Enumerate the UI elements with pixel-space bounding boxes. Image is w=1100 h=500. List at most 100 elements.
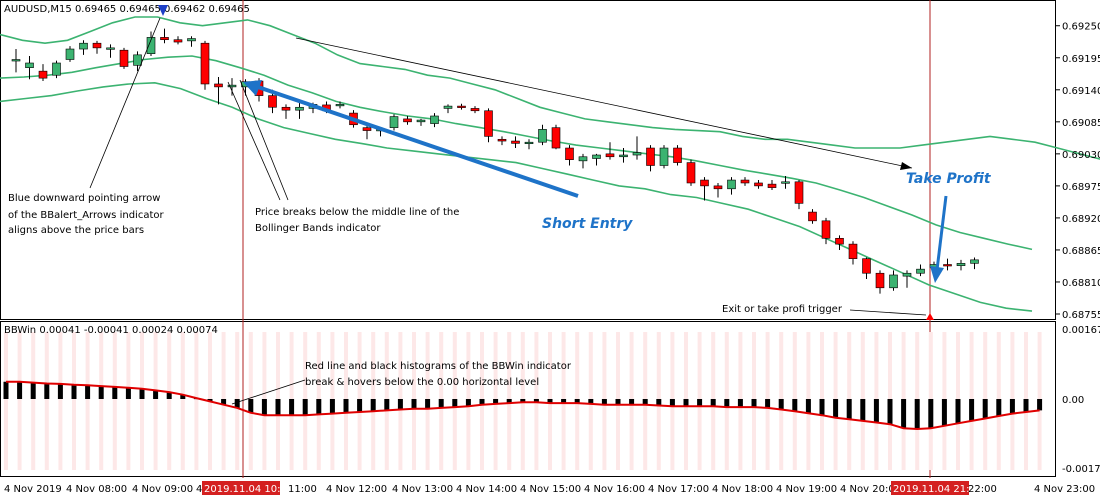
exit-note: Exit or take profi trigger <box>722 304 843 315</box>
candle-body <box>578 156 588 162</box>
candle <box>902 270 912 288</box>
candle-body <box>187 38 196 42</box>
bbwin-envelope-bar <box>194 332 199 470</box>
bbwin-bar <box>289 399 295 416</box>
bbwin-envelope-bar <box>126 332 131 470</box>
candle-body <box>25 62 34 68</box>
x-tick-label: 4 Nov 16:00 <box>584 484 645 495</box>
x-tick-label: 11:00 <box>288 484 317 495</box>
candle <box>619 148 628 163</box>
bollinger-bands <box>0 16 1100 312</box>
candle <box>25 56 34 80</box>
bbwin-bar <box>425 399 431 409</box>
candle-body <box>848 243 858 259</box>
candle <box>160 28 169 44</box>
candle-body <box>619 154 628 158</box>
candle <box>646 145 655 172</box>
candle <box>875 270 885 294</box>
bbwin-bar <box>615 399 621 405</box>
candle <box>794 180 804 210</box>
bbwin-leader-line <box>231 379 306 405</box>
bbwin-bar <box>1009 399 1015 414</box>
candle-body <box>605 153 615 158</box>
candle-body <box>808 211 817 222</box>
bbwin-bar <box>316 399 322 415</box>
bbwin-envelope-bar <box>112 332 117 470</box>
blue-arrow-note-2: of the BBalert_Arrows indicator <box>8 210 164 221</box>
price-y-tick-label: 0.68865 <box>1062 246 1100 257</box>
candle-body <box>173 39 183 43</box>
candle-body <box>659 147 669 166</box>
candle <box>362 124 372 140</box>
candle-body <box>160 37 169 41</box>
candle-body <box>862 258 871 274</box>
bbwin-bar <box>275 399 281 416</box>
bbwin-envelope-bar <box>58 332 63 470</box>
price-y-tick-label: 0.68920 <box>1062 214 1100 225</box>
x-tick-label: 4 Nov 09:00 <box>132 484 193 495</box>
bbwin-bar <box>465 399 471 407</box>
bbwin-bar <box>737 399 743 408</box>
bbwin-envelope-bar <box>85 332 90 470</box>
candle <box>713 182 723 198</box>
candle-body <box>281 106 291 111</box>
candle-body <box>565 147 574 160</box>
candle <box>484 108 493 143</box>
candle-body <box>470 108 480 112</box>
candle <box>403 116 412 125</box>
candle <box>848 241 858 265</box>
price-pane <box>0 0 1056 320</box>
candle-body <box>430 115 439 124</box>
bbwin-bar <box>833 399 839 418</box>
take-profit-pointer-icon <box>900 162 912 170</box>
bbwin-bar <box>873 399 879 423</box>
candle-body <box>700 179 709 187</box>
bbwin-bar <box>901 399 907 429</box>
x-tick-label: 4 Nov 18:00 <box>712 484 773 495</box>
candles <box>11 28 979 294</box>
candle <box>389 114 399 131</box>
bbwin-bar <box>125 387 131 399</box>
bbwin-bar <box>112 386 118 399</box>
bbwin-bar <box>1023 399 1029 412</box>
bbwin-bar <box>207 399 213 402</box>
bbwin-envelope-bar <box>167 332 172 470</box>
candle <box>173 36 183 45</box>
short-entry-label: Short Entry <box>542 216 633 232</box>
candle-body <box>214 83 223 88</box>
bbwin-bar <box>629 399 635 405</box>
candle <box>119 47 129 69</box>
bbwin-envelope-bar <box>72 332 76 470</box>
price-y-tick-label: 0.69030 <box>1062 150 1100 161</box>
candle <box>416 118 426 126</box>
candle-body <box>916 268 925 274</box>
candle <box>821 217 831 245</box>
x-tick-label: 4 Nov 23:00 <box>1034 484 1095 495</box>
bbwin-bar <box>139 388 145 399</box>
symbol-header: AUDUSD,M15 0.69465 0.69465 0.69462 0.694… <box>4 4 250 15</box>
bbwin-bar <box>751 399 757 408</box>
candle <box>943 258 952 271</box>
annotation-leader-lines <box>89 17 927 316</box>
candle-body <box>106 47 115 50</box>
candle-body <box>119 49 129 67</box>
candle-body <box>821 220 831 239</box>
candle <box>538 124 547 146</box>
indicator-pane <box>0 321 1056 477</box>
candle <box>686 159 696 186</box>
bbwin-bar <box>928 399 934 429</box>
candle-body <box>511 140 520 144</box>
bbwin-bar <box>479 399 485 405</box>
candle-body <box>943 264 952 267</box>
candle <box>457 103 466 110</box>
bbwin-bar <box>166 392 172 399</box>
candle <box>592 153 601 166</box>
bbwin-bar <box>656 399 662 406</box>
upper-band-line <box>0 16 1100 160</box>
candle-body <box>835 237 844 245</box>
bbwin-bar <box>343 399 349 413</box>
candle <box>578 153 588 169</box>
bbwin-envelope-bar <box>140 332 144 470</box>
candle <box>187 36 196 47</box>
x-tick-label: 4 Nov 17:00 <box>648 484 709 495</box>
